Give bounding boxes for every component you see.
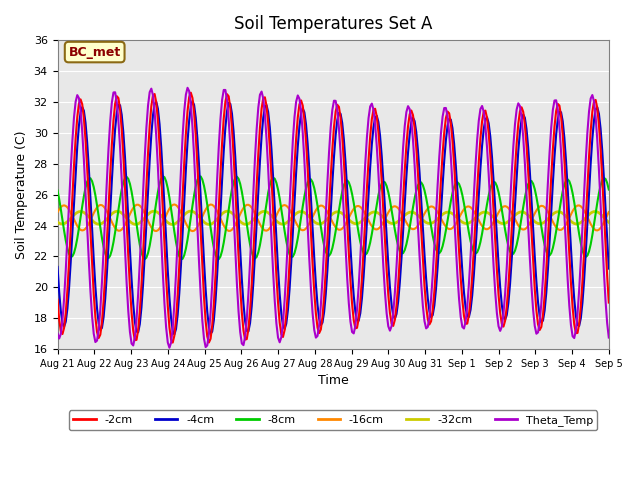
Text: BC_met: BC_met (68, 46, 121, 59)
X-axis label: Time: Time (318, 374, 349, 387)
Y-axis label: Soil Temperature (C): Soil Temperature (C) (15, 131, 28, 259)
Legend: -2cm, -4cm, -8cm, -16cm, -32cm, Theta_Temp: -2cm, -4cm, -8cm, -16cm, -32cm, Theta_Te… (69, 410, 597, 430)
Title: Soil Temperatures Set A: Soil Temperatures Set A (234, 15, 433, 33)
